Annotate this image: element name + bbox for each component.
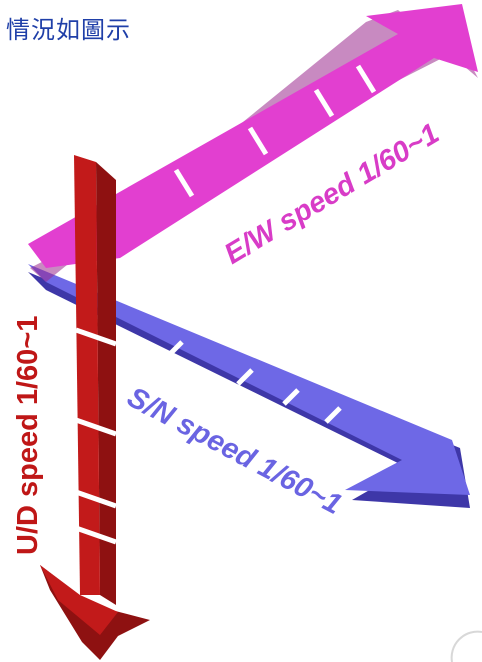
sn-arrow: [28, 264, 470, 508]
page-title: 情況如圖示: [6, 16, 131, 44]
ew-arrow: [28, 4, 478, 282]
ud-arrow: [40, 155, 150, 660]
ud-speed-label: U/D speed 1/60~1: [12, 315, 44, 555]
